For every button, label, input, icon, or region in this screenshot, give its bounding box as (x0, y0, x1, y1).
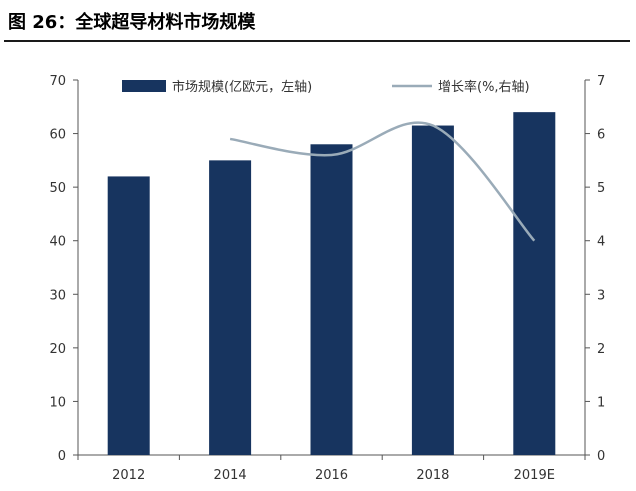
bar (209, 160, 252, 455)
bar (310, 144, 353, 456)
legend-bar-swatch (122, 80, 166, 92)
x-tick-label: 2019E (514, 468, 555, 483)
bar (107, 176, 150, 455)
y-right-tick-label: 4 (597, 235, 605, 250)
x-tick-label: 2012 (112, 468, 145, 483)
bar (411, 125, 454, 456)
y-left-tick-label: 20 (49, 342, 66, 357)
y-left-tick-label: 10 (49, 395, 66, 410)
y-left-tick-label: 70 (49, 74, 66, 89)
y-right-tick-label: 2 (597, 342, 605, 357)
y-right-tick-label: 3 (597, 288, 605, 303)
y-right-tick-label: 1 (597, 395, 605, 410)
bar (513, 112, 556, 456)
legend-bar-label: 市场规模(亿欧元，左轴) (172, 79, 312, 95)
y-left-tick-label: 50 (49, 181, 66, 196)
y-left-tick-label: 60 (49, 128, 66, 143)
y-right-tick-label: 7 (597, 74, 605, 89)
y-right-tick-label: 0 (597, 449, 605, 464)
x-tick-label: 2014 (214, 468, 247, 483)
y-right-tick-label: 6 (597, 128, 605, 143)
y-left-tick-label: 0 (58, 449, 66, 464)
growth-rate-line (229, 121, 536, 242)
y-right-tick-label: 5 (597, 181, 605, 196)
y-left-tick-label: 40 (49, 235, 66, 250)
y-left-tick-label: 30 (49, 288, 66, 303)
x-tick-label: 2016 (315, 468, 348, 483)
title-divider (4, 40, 630, 42)
figure-title: 图 26：全球超导材料市场规模 (8, 12, 256, 33)
legend-line-label: 增长率(%,右轴) (438, 79, 530, 95)
x-tick-label: 2018 (416, 468, 449, 483)
